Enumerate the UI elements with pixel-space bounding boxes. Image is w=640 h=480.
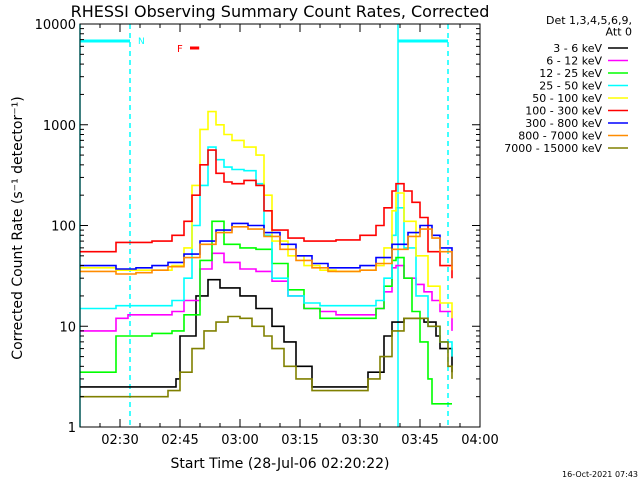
y-tick-label: 10000 bbox=[35, 18, 76, 33]
y-tick-label: 100 bbox=[51, 220, 76, 235]
legend-entry-label: 25 - 50 keV bbox=[539, 80, 602, 93]
series-line bbox=[80, 278, 453, 388]
legend-header: Det 1,3,4,5,6,9, bbox=[546, 14, 632, 27]
legend-entry-label: 6 - 12 keV bbox=[546, 55, 602, 68]
x-tick-label: 02:45 bbox=[161, 433, 198, 448]
series-line bbox=[80, 220, 452, 405]
series-line bbox=[80, 226, 453, 275]
footer-date: 16-Oct-2021 07:43 bbox=[562, 470, 638, 479]
x-tick-label: 03:15 bbox=[281, 433, 318, 448]
x-tick-label: 02:30 bbox=[101, 433, 138, 448]
flare-flag-label: F bbox=[177, 44, 183, 55]
legend-entry-label: 7000 - 15000 keV bbox=[504, 142, 602, 155]
series-line bbox=[80, 146, 453, 357]
x-axis-label: Start Time (28-Jul-06 02:20:22) bbox=[170, 456, 389, 472]
axes: 1 10 100 1000 10000 02:30 02:45 03:00 03:15 03:30… bbox=[35, 18, 499, 448]
series-line bbox=[80, 110, 453, 319]
y-tick-label: 1 bbox=[68, 421, 76, 436]
series-line bbox=[80, 315, 453, 398]
x-tick-label: 04:00 bbox=[461, 433, 498, 448]
night-flag-label: N bbox=[138, 37, 145, 47]
x-tick-label: 03:00 bbox=[221, 433, 258, 448]
x-tick-label: 03:30 bbox=[341, 433, 378, 448]
x-tick-label: 03:45 bbox=[401, 433, 438, 448]
series-line bbox=[80, 252, 453, 332]
legend-entry-label: 300 - 800 keV bbox=[525, 117, 602, 130]
legend-entry-label: 800 - 7000 keV bbox=[518, 130, 602, 143]
legend-entry-label: 50 - 100 keV bbox=[532, 92, 602, 105]
chart-title: RHESSI Observing Summary Count Rates, Co… bbox=[71, 2, 490, 21]
legend-entry-label: 3 - 6 keV bbox=[553, 42, 602, 55]
y-tick-label: 10 bbox=[59, 320, 76, 335]
legend-entry-label: 100 - 300 keV bbox=[525, 105, 602, 118]
y-tick-label: 1000 bbox=[43, 119, 76, 134]
legend-entry-label: 12 - 25 keV bbox=[539, 67, 602, 80]
y-axis-label: Corrected Count Rate (s⁻¹ detector⁻¹) bbox=[10, 96, 26, 359]
legend-header: Att 0 bbox=[606, 26, 632, 39]
series-line bbox=[80, 222, 453, 270]
series-layer bbox=[80, 110, 453, 405]
series-line bbox=[80, 149, 453, 279]
